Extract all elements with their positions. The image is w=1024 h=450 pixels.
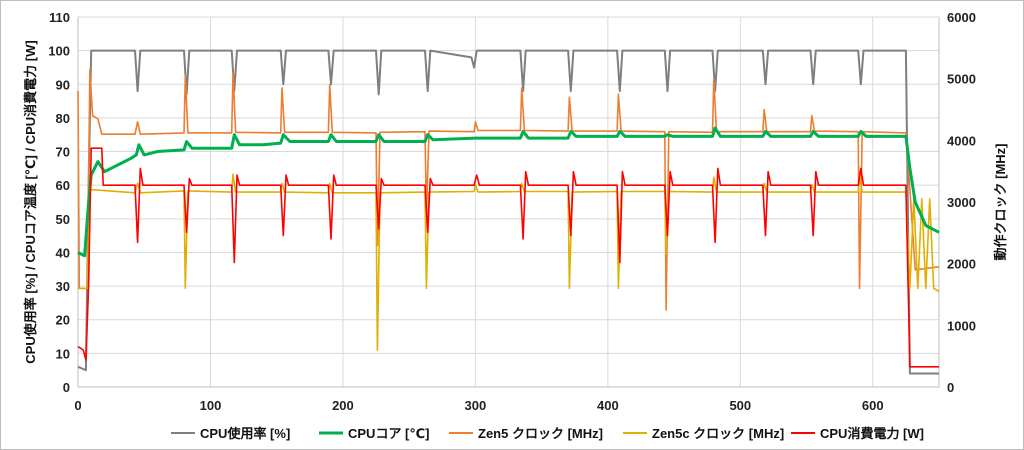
legend-label: Zen5c クロック [MHz]	[652, 426, 784, 441]
y-tick-label: 50	[56, 212, 70, 227]
x-tick-label: 0	[74, 398, 81, 413]
legend-label: CPU消費電力 [W]	[820, 426, 924, 441]
y-tick-label: 90	[56, 77, 70, 92]
x-tick-label: 600	[862, 398, 884, 413]
grid-lines	[78, 16, 939, 387]
x-tick-label: 300	[465, 398, 487, 413]
y2-tick-label: 1000	[947, 318, 976, 333]
series-line-1	[77, 49, 939, 375]
y-tick-label: 110	[49, 10, 70, 25]
y-tick-label: 0	[63, 380, 70, 395]
y-axis-title: CPU使用率 [%] / CPUコア温度 [℃] / CPU消費電力 [W]	[23, 40, 38, 363]
y-tick-label: 30	[56, 279, 70, 294]
tick-labels: 0 10 20 30 40 50 60 70 80 90 100 110 0 100 200 300 400 50…	[48, 10, 976, 413]
y-tick-label: 60	[56, 178, 70, 193]
y2-tick-label: 0	[947, 380, 954, 395]
x-tick-label: 500	[729, 398, 751, 413]
y2-tick-label: 2000	[947, 257, 976, 272]
legend: CPU使用率 [%] CPUコア [℃] Zen5 クロック [MHz] Zen5c …	[171, 426, 924, 441]
axes	[77, 17, 940, 388]
y-tick-label: 40	[56, 245, 70, 260]
x-tick-label: 200	[332, 398, 354, 413]
legend-label: CPU使用率 [%]	[200, 426, 290, 441]
y-tick-label: 100	[48, 44, 70, 59]
y2-tick-label: 4000	[947, 133, 976, 148]
legend-label: CPUコア [℃]	[348, 426, 429, 441]
y-tick-label: 80	[56, 111, 70, 126]
series-line-4	[78, 173, 940, 351]
y-tick-label: 70	[56, 145, 70, 160]
y2-tick-label: 6000	[947, 10, 976, 25]
y2-tick-label: 3000	[947, 195, 976, 210]
y-tick-label: 20	[56, 313, 70, 328]
x-tick-label: 100	[200, 398, 222, 413]
series-line-3	[77, 68, 940, 311]
series-line-5	[77, 147, 939, 368]
x-tick-label: 400	[597, 398, 619, 413]
legend-label: Zen5 クロック [MHz]	[478, 426, 603, 441]
y2-tick-label: 5000	[947, 72, 976, 87]
y2-axis-title: 動作クロック [MHz]	[993, 144, 1008, 261]
series-lines	[77, 49, 940, 375]
series-line-2	[77, 126, 940, 258]
y-tick-label: 10	[56, 346, 70, 361]
